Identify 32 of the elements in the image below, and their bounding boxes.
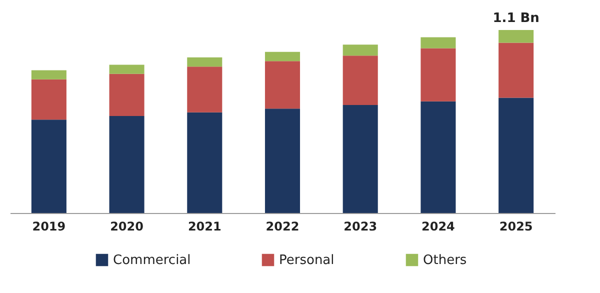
legend-label: Commercial — [113, 253, 191, 268]
bar — [420, 37, 456, 48]
bar — [420, 101, 456, 213]
x-tick-label: 2019 — [32, 220, 66, 234]
bar — [187, 66, 222, 112]
x-tick-label: 2020 — [110, 220, 144, 234]
bar — [498, 30, 534, 43]
bar — [264, 108, 300, 213]
bar — [31, 70, 66, 80]
x-tick-label: 2021 — [188, 220, 222, 234]
bar — [264, 52, 300, 62]
bar — [31, 120, 66, 213]
bar — [420, 48, 456, 102]
bar — [342, 105, 378, 213]
bar — [342, 44, 378, 56]
bar — [109, 74, 144, 116]
bar — [264, 61, 300, 109]
x-tick-label: 2025 — [499, 220, 533, 234]
bar — [31, 79, 66, 120]
bar — [109, 116, 144, 213]
bar — [109, 64, 144, 74]
bar — [342, 56, 378, 106]
bar — [187, 112, 222, 213]
annotation: 1.1 Bn — [492, 10, 540, 26]
legend-label: Personal — [279, 253, 334, 268]
legend-label: Others — [423, 253, 467, 268]
bar — [187, 57, 222, 67]
x-tick-label: 2024 — [422, 220, 455, 234]
bar — [498, 98, 534, 213]
bar — [498, 42, 534, 98]
x-tick-label: 2022 — [266, 220, 300, 234]
x-tick-label: 2023 — [344, 220, 378, 234]
